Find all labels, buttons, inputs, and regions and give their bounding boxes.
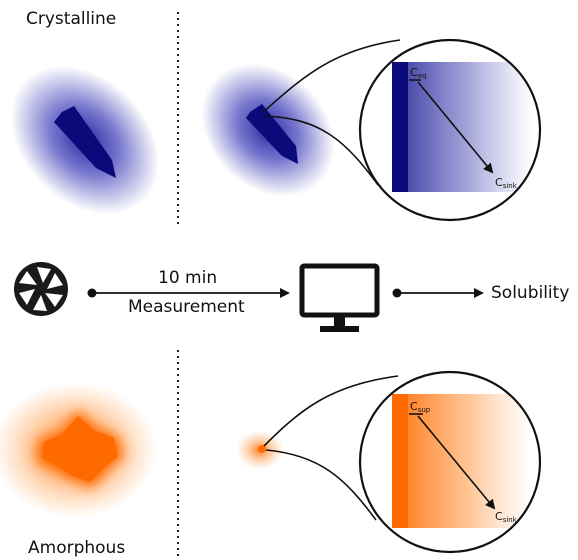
time-label: 10 min (158, 268, 218, 288)
crystal-surface (392, 62, 408, 192)
crystalline-particle-left (10, 65, 160, 215)
zoom-line-upper-bottom (263, 375, 399, 447)
zoom-line-lower (263, 115, 379, 186)
c-sup-label: Csup (410, 400, 431, 414)
crystalline-label: Crystalline (26, 9, 117, 29)
crystalline-particle-right (201, 63, 335, 197)
amorphous-surface (392, 394, 408, 528)
crystal-shape-small (246, 104, 298, 164)
inset-crystalline: Ceq Csink (358, 38, 542, 222)
amorphous-label: Amorphous (28, 538, 126, 558)
computer-monitor-icon (299, 263, 380, 332)
solubility-label: Solubility (491, 283, 570, 303)
amorphous-particle-right (236, 430, 284, 470)
concentration-gradient (392, 62, 532, 192)
camera-aperture-icon (14, 262, 68, 316)
amorphous-core (42, 416, 118, 482)
zoom-line-upper (261, 39, 401, 114)
inset-amorphous: Csup Csink (358, 370, 542, 554)
c-eq-label: Ceq (410, 66, 426, 80)
zoom-line-lower-bottom (265, 449, 377, 521)
crystal-shape (54, 106, 116, 178)
gradient-arrow (417, 81, 494, 174)
c-sink-label-bottom: Csink (495, 510, 518, 524)
concentration-gradient-bottom (392, 394, 532, 528)
c-sink-label-top: Csink (495, 176, 518, 190)
measurement-label: Measurement (128, 297, 245, 317)
gradient-arrow-bottom (417, 415, 496, 510)
amorphous-particle-left (0, 382, 157, 518)
